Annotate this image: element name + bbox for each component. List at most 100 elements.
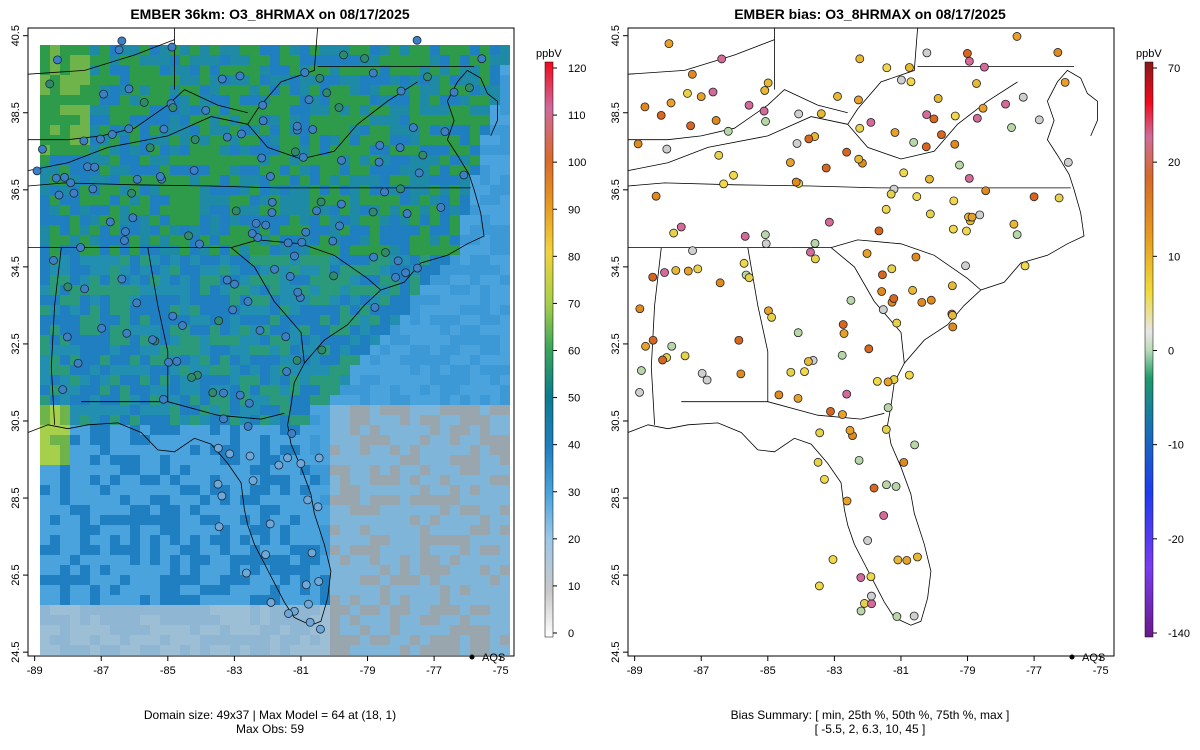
model-cell	[390, 385, 400, 395]
site-marker	[145, 143, 155, 153]
model-cell	[100, 285, 110, 295]
site-marker	[155, 172, 165, 181]
site-marker	[370, 302, 380, 312]
model-cell	[270, 595, 280, 605]
model-cell	[180, 435, 190, 445]
model-cell	[100, 235, 110, 245]
model-cell	[210, 555, 220, 565]
model-cell	[350, 275, 360, 285]
model-cell	[490, 45, 500, 55]
site-marker	[702, 375, 712, 385]
model-cell	[490, 275, 500, 285]
model-cell	[310, 135, 320, 145]
model-cell	[90, 55, 100, 65]
model-cell	[280, 85, 290, 95]
model-cell	[360, 405, 370, 415]
model-cell	[440, 55, 450, 65]
model-cell	[400, 295, 410, 305]
model-cell	[130, 455, 140, 465]
model-cell	[480, 485, 490, 495]
model-cell	[80, 265, 90, 275]
model-cell	[450, 225, 460, 235]
model-cell	[340, 405, 350, 415]
model-cell	[120, 145, 130, 155]
model-cell	[90, 225, 100, 235]
x-tick-label: -85	[160, 665, 176, 677]
model-cell	[470, 105, 480, 115]
model-cell	[480, 495, 490, 505]
colorbar-tick-label: 60	[568, 346, 580, 358]
model-cell	[460, 645, 470, 655]
model-cell	[230, 225, 240, 235]
model-cell	[320, 435, 330, 445]
site-marker	[360, 54, 369, 63]
model-cell	[230, 565, 240, 575]
model-cell	[410, 535, 420, 545]
model-cell	[280, 645, 290, 655]
colorbar	[544, 61, 554, 638]
site-marker	[980, 62, 989, 72]
model-cell	[210, 535, 220, 545]
model-cell	[380, 255, 390, 265]
model-cell	[150, 585, 160, 595]
model-cell	[150, 535, 160, 545]
model-cell	[200, 275, 210, 285]
site-marker	[49, 256, 58, 265]
colorbar-tick-label: 10	[568, 581, 580, 593]
model-cell	[330, 525, 340, 535]
model-cell	[270, 545, 280, 555]
model-cell	[460, 595, 470, 605]
model-cell	[270, 535, 280, 545]
model-cell	[60, 465, 70, 475]
model-cell	[100, 635, 110, 645]
site-marker	[243, 297, 253, 306]
model-cell	[420, 555, 430, 565]
model-cell	[400, 645, 410, 655]
model-cell	[130, 235, 140, 245]
model-cell	[270, 495, 280, 505]
site-marker	[172, 356, 182, 366]
model-cell	[450, 145, 460, 155]
model-cell	[140, 145, 150, 155]
site-marker	[926, 295, 936, 305]
model-cell	[280, 265, 290, 275]
bias-footer-line2: [ -5.5, 2, 6.3, 10, 45 ]	[814, 722, 926, 736]
model-cell	[400, 535, 410, 545]
model-cell	[430, 245, 440, 255]
model-cell	[210, 525, 220, 535]
model-cell	[80, 195, 90, 205]
model-cell	[170, 445, 180, 455]
site-marker	[887, 264, 897, 274]
model-cell	[320, 275, 330, 285]
model-cell	[170, 195, 180, 205]
bias-map: -89 -87 -85 -83 -81 -79 -77 -7524.526.528.530.5…	[610, 25, 1190, 677]
model-cell	[480, 275, 490, 285]
model-cell	[70, 445, 80, 455]
model-cell	[440, 385, 450, 395]
model-cell	[420, 245, 430, 255]
model-cell	[430, 325, 440, 335]
model-cell	[250, 395, 260, 405]
model-cell	[190, 65, 200, 75]
model-cell	[430, 175, 440, 185]
model-cell	[440, 215, 450, 225]
model-cell	[170, 565, 180, 575]
model-cell	[90, 535, 100, 545]
model-cell	[490, 155, 500, 165]
model-cell	[130, 435, 140, 445]
model-cell	[500, 155, 510, 165]
model-cell	[150, 645, 160, 655]
model-cell	[140, 215, 150, 225]
site-marker	[1054, 193, 1064, 203]
model-cell	[440, 355, 450, 365]
model-cell	[40, 305, 50, 315]
model-cell	[330, 255, 340, 265]
model-cell	[200, 85, 210, 95]
model-cell	[250, 285, 260, 295]
model-cell	[160, 405, 170, 415]
model-cell	[150, 355, 160, 365]
site-marker	[854, 154, 864, 164]
model-cell	[490, 505, 500, 515]
model-cell	[290, 405, 300, 415]
model-cell	[210, 545, 220, 555]
